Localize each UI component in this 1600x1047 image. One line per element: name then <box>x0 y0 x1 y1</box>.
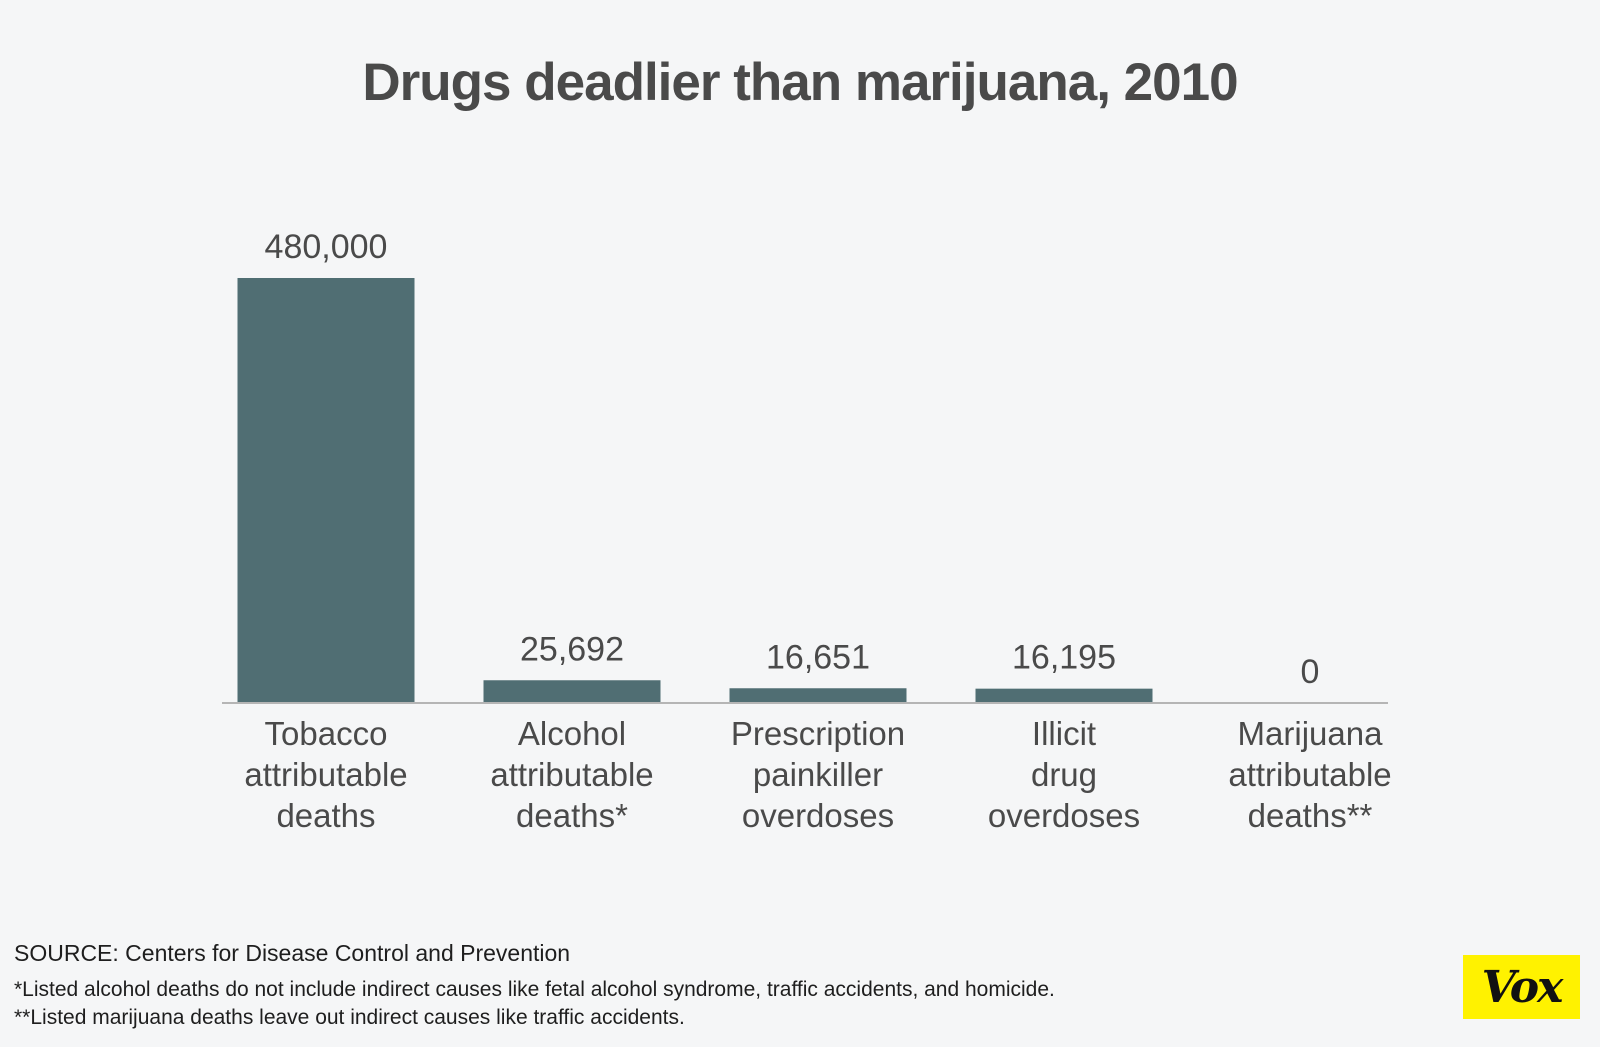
bar-1 <box>237 278 415 703</box>
category-label-1-line-2: attributable <box>244 756 407 793</box>
value-label-1: 480,000 <box>265 228 388 266</box>
value-label-5: 0 <box>1301 653 1320 691</box>
value-label-4: 16,195 <box>1012 639 1116 677</box>
bar-2 <box>483 680 661 703</box>
category-label-5-line-2: attributable <box>1228 756 1391 793</box>
category-label-2-line-1: Alcohol <box>518 715 626 752</box>
category-label-4-line-2: drug <box>1031 756 1097 793</box>
category-label-5-line-1: Marijuana <box>1238 715 1384 752</box>
bar-3 <box>729 688 907 703</box>
category-label-2-line-2: attributable <box>490 756 653 793</box>
category-label-5-line-3: deaths** <box>1248 797 1373 834</box>
category-label-4-line-3: overdoses <box>988 797 1140 834</box>
vox-logo-text: Vox <box>1481 961 1564 1013</box>
value-label-2: 25,692 <box>520 630 624 668</box>
vox-logo: Vox <box>1463 955 1580 1019</box>
source-note: SOURCE: Centers for Disease Control and … <box>14 940 571 966</box>
bar-chart: 480,000 Tobacco attributable deaths 25,692 Al… <box>222 228 1392 834</box>
category-label-3-line-2: painkiller <box>753 756 883 793</box>
category-label-1-line-3: deaths <box>276 797 375 834</box>
category-label-3-line-1: Prescription <box>731 715 905 752</box>
footnote-marijuana: **Listed marijuana deaths leave out indi… <box>14 1006 685 1029</box>
category-label-3-line-3: overdoses <box>742 797 894 834</box>
chart-title: Drugs deadlier than marijuana, 2010 <box>362 53 1238 112</box>
category-label-4-line-1: Illicit <box>1032 715 1096 752</box>
category-label-1-line-1: Tobacco <box>265 715 388 752</box>
category-label-2-line-3: deaths* <box>516 797 628 834</box>
footnote-alcohol: *Listed alcohol deaths do not include in… <box>14 978 1055 1001</box>
bar-4 <box>975 688 1153 703</box>
value-label-3: 16,651 <box>766 638 870 676</box>
